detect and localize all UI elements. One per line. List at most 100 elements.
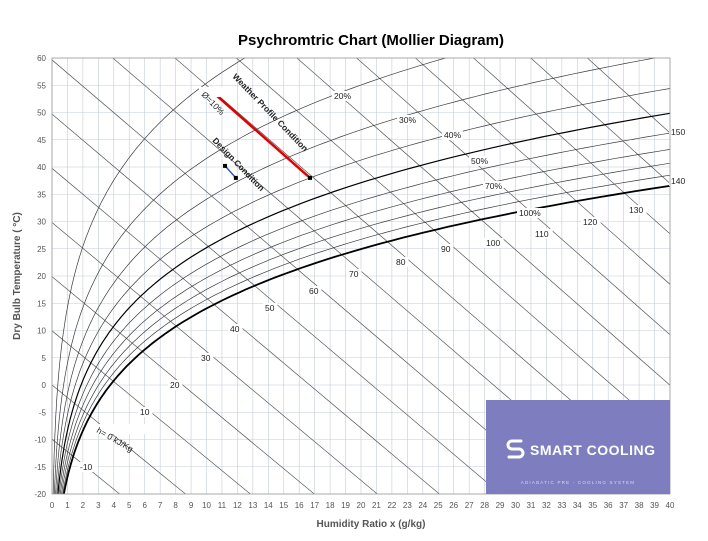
label-background [199,353,214,363]
label-background [669,176,689,186]
x-tick-label: 26 [449,501,458,510]
y-tick-label: -15 [34,463,46,472]
relative-humidity-curves [52,57,671,495]
label-background [627,205,647,215]
label-background [442,130,463,140]
x-tick-label: 19 [341,501,350,510]
x-tick-label: 32 [542,501,551,510]
y-tick-label: 45 [37,136,46,145]
enthalpy-line [587,57,671,134]
y-axis-title: Dry Bulb Temperature ( °C) [12,212,23,340]
x-tick-label: 2 [81,501,86,510]
enthalpy-label: 20 [170,380,180,390]
x-tick-label: 11 [218,501,227,510]
x-tick-label: 36 [604,501,613,510]
enthalpy-label: 130 [629,205,643,215]
logo-name: SMART COOLING [530,442,656,458]
axis-ticks: 0 1 2 3 4 5 6 7 8 9 10 11 12 13 14 15 16 17 18 19 20 21 22 23 24… [34,54,675,510]
x-tick-label: 7 [158,501,163,510]
x-tick-label: 13 [248,501,257,510]
x-tick-label: 22 [387,501,396,510]
label-background [332,91,353,101]
enthalpy-label: 90 [441,244,451,254]
x-tick-label: 39 [650,501,659,510]
label-background [483,181,504,191]
label-background [307,286,322,296]
enthalpy-line [296,57,671,386]
x-tick-label: 40 [666,501,675,510]
x-tick-label: 6 [142,501,147,510]
rh-curve-label: 40% [444,130,461,140]
y-tick-label: 5 [42,354,47,363]
rh-curve [62,174,671,495]
y-tick-label: 15 [37,299,46,308]
enthalpy-label: -10 [80,462,93,472]
rh-curve-label: 50% [471,156,488,166]
design-condition-label: Design Condition [211,135,267,193]
enthalpy-label: 140 [671,176,685,186]
rh-curve [57,112,671,495]
x-tick-label: 15 [279,501,288,510]
rh-curve [54,57,446,495]
y-tick-label: -10 [34,436,46,445]
plot-frame [51,57,671,495]
label-background [263,303,278,313]
rh-curve-label: 20% [334,91,351,101]
logo-tagline: ADIABATIC PRE - COOLING SYSTEM [521,480,635,485]
x-tick-label: 16 [295,501,304,510]
enthalpy-label: 120 [583,217,597,227]
logo-background [486,400,670,494]
enthalpy-label: 10 [140,407,150,417]
x-tick-label: 23 [403,501,412,510]
rh-curve-label: 100% [519,208,541,218]
x-tick-label: 18 [326,501,335,510]
label-background [78,462,98,472]
enthalpy-label: 80 [396,257,406,267]
y-tick-label: 50 [37,109,46,118]
condition-line [213,92,311,179]
label-background [394,257,409,267]
label-background [484,238,504,248]
enthalpy-line [530,57,671,184]
enthalpy-line [415,57,671,285]
rh-curve [56,88,671,495]
condition-point [223,163,228,168]
x-tick-label: 25 [434,501,443,510]
enthalpy-label: 60 [309,286,319,296]
x-tick-label: 34 [573,501,582,510]
x-tick-label: 20 [357,501,366,510]
x-tick-label: 10 [202,501,211,510]
x-tick-label: 21 [372,501,381,510]
y-tick-label: 60 [37,54,46,63]
y-tick-label: 20 [37,272,46,281]
enthalpy-line [473,57,671,235]
label-background [397,115,418,125]
x-tick-label: 31 [526,501,535,510]
condition-point [308,175,313,180]
y-tick-label: 55 [37,81,46,90]
label-background [669,127,689,137]
enthalpy-label: 50 [265,303,275,313]
chart-title: Psychromtric Chart (Mollier Diagram) [238,32,504,49]
label-background [469,156,490,166]
y-tick-label: 30 [37,218,46,227]
rh-curve [59,149,671,495]
label-background [228,324,243,334]
x-tick-label: 27 [465,501,474,510]
rh-curve [52,57,245,494]
label-background [168,380,183,390]
x-tick-label: 24 [418,501,427,510]
y-tick-label: 40 [37,163,46,172]
x-tick-label: 28 [480,501,489,510]
x-tick-label: 35 [588,501,597,510]
x-tick-label: 30 [511,501,520,510]
label-background [94,424,150,434]
x-tick-label: 12 [233,501,242,510]
x-tick-label: 9 [189,501,194,510]
enthalpy-line [51,222,378,495]
x-tick-label: 3 [96,501,101,510]
label-background [138,407,153,417]
x-tick-label: 38 [635,501,644,510]
y-tick-label: 0 [42,381,47,390]
